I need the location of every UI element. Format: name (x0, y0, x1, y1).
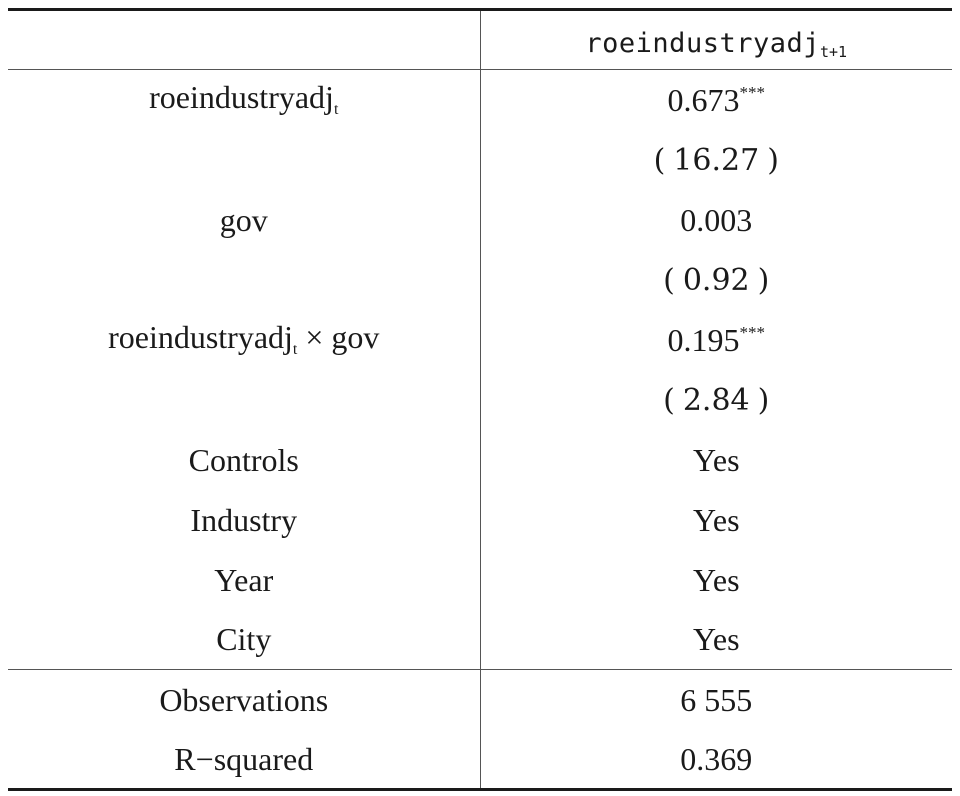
coef-row: gov 0.003 (8, 189, 952, 250)
control-label: Controls (8, 429, 481, 490)
significance-stars: *** (739, 82, 766, 102)
variable-name: roeindustryadj (149, 79, 334, 116)
open-paren: ( (663, 263, 675, 298)
variable-subscript: t (292, 341, 298, 358)
control-row: Controls Yes (8, 429, 952, 490)
coefficient-cell: 0.673*** (480, 70, 952, 130)
control-row: City Yes (8, 609, 952, 670)
coefficient-value: 0.673 (667, 81, 740, 118)
tstat-row: (16.27) (8, 129, 952, 190)
control-row: Industry Yes (8, 489, 952, 550)
variable-subscript: t (333, 101, 339, 119)
variable-label-cell: gov (8, 189, 481, 250)
coefficient-value: 0.195 (667, 321, 740, 358)
close-paren: ) (757, 263, 770, 298)
tstat-cell: (0.92) (480, 250, 952, 310)
control-value: Yes (692, 561, 740, 598)
close-paren: ) (757, 383, 770, 418)
significance-stars: *** (739, 322, 766, 342)
variable-name: roeindustryadj (108, 319, 293, 355)
variable-tail: × gov (297, 319, 380, 355)
control-value: Yes (692, 621, 740, 658)
stat-row: R−squared 0.369 (8, 729, 952, 791)
tstat-cell: (16.27) (480, 130, 952, 190)
control-label: Year (8, 549, 481, 610)
close-paren: ) (767, 143, 779, 178)
tstat-cell: (2.84) (480, 370, 952, 430)
dependent-var-subscript: t+1 (819, 42, 848, 61)
control-label: Industry (8, 489, 481, 550)
empty-label-cell (8, 369, 481, 430)
stat-value: 0.369 (480, 729, 952, 791)
stat-label: Observations (8, 669, 481, 730)
empty-label-cell (8, 129, 481, 190)
header-empty-cell (8, 8, 481, 70)
coef-row: roeindustryadjt 0.673*** (8, 69, 952, 130)
tstat-row: (0.92) (8, 249, 952, 310)
regression-table: roeindustryadjt+1 roeindustryadjt 0.673*… (8, 8, 952, 791)
variable-label-cell: roeindustryadjt (8, 69, 481, 130)
empty-label-cell (8, 249, 481, 310)
control-value: Yes (692, 441, 740, 478)
stat-row: Observations 6 555 (8, 669, 952, 730)
variable-label-cell: roeindustryadjt × gov (8, 309, 481, 370)
control-value: Yes (692, 501, 740, 538)
stat-label: R−squared (8, 729, 481, 791)
tstat-value: 16.27 (673, 143, 760, 178)
coef-row: roeindustryadjt × gov 0.195*** (8, 309, 952, 370)
tstat-value: 2.84 (682, 383, 750, 418)
coefficient-value: 0.003 (680, 201, 753, 238)
coefficient-cell: 0.195*** (480, 310, 952, 370)
open-paren: ( (663, 383, 675, 418)
dependent-variable-header: roeindustryadjt+1 (480, 8, 952, 70)
control-row: Year Yes (8, 549, 952, 610)
tstat-value: 0.92 (682, 263, 750, 298)
control-label: City (8, 609, 481, 670)
header-row: roeindustryadjt+1 (8, 8, 952, 70)
stat-value: 6 555 (480, 669, 952, 730)
tstat-row: (2.84) (8, 369, 952, 430)
variable-name: gov (219, 201, 268, 238)
coefficient-cell: 0.003 (480, 190, 952, 250)
open-paren: ( (653, 143, 666, 178)
dependent-var-name: roeindustryadj (585, 27, 820, 59)
